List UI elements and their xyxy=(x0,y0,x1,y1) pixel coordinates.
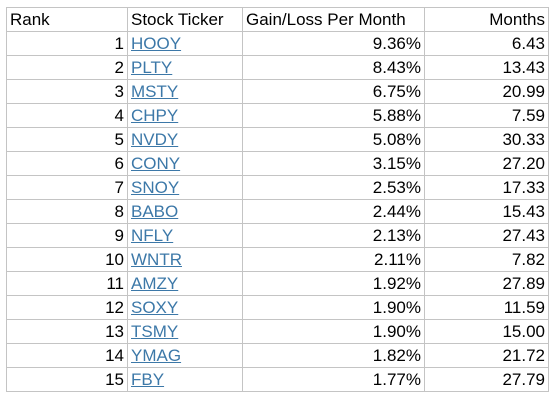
ticker-cell[interactable]: WNTR xyxy=(127,247,243,272)
ticker-cell[interactable]: TSMY xyxy=(127,319,243,344)
table-row: 4 CHPY 5.88% 7.59 xyxy=(6,103,549,128)
gain-cell[interactable]: 5.88% xyxy=(242,103,425,128)
gain-cell[interactable]: 2.53% xyxy=(242,175,425,200)
ticker-cell[interactable]: BABO xyxy=(127,199,243,224)
months-cell[interactable]: 27.79 xyxy=(424,367,549,392)
months-cell[interactable]: 27.89 xyxy=(424,271,549,296)
gain-cell[interactable]: 2.44% xyxy=(242,199,425,224)
rank-cell[interactable]: 6 xyxy=(6,151,128,176)
table-row: 8 BABO 2.44% 15.43 xyxy=(6,199,549,224)
ticker-cell[interactable]: AMZY xyxy=(127,271,243,296)
ticker-cell[interactable]: PLTY xyxy=(127,55,243,80)
rank-cell[interactable]: 8 xyxy=(6,199,128,224)
header-months[interactable]: Months xyxy=(424,7,549,32)
table-row: 13 TSMY 1.90% 15.00 xyxy=(6,319,549,344)
ticker-link[interactable]: BABO xyxy=(131,202,179,221)
ticker-link[interactable]: YMAG xyxy=(131,346,182,365)
ticker-link[interactable]: FBY xyxy=(131,370,165,389)
table-row: 6 CONY 3.15% 27.20 xyxy=(6,151,549,176)
gain-cell[interactable]: 9.36% xyxy=(242,31,425,56)
gain-cell[interactable]: 1.90% xyxy=(242,295,425,320)
months-cell[interactable]: 20.99 xyxy=(424,79,549,104)
ticker-link[interactable]: HOOY xyxy=(131,34,182,53)
table-row: 2 PLTY 8.43% 13.43 xyxy=(6,55,549,80)
rank-cell[interactable]: 1 xyxy=(6,31,128,56)
months-cell[interactable]: 21.72 xyxy=(424,343,549,368)
rank-cell[interactable]: 3 xyxy=(6,79,128,104)
months-cell[interactable]: 30.33 xyxy=(424,127,549,152)
header-gain-loss[interactable]: Gain/Loss Per Month xyxy=(242,7,425,32)
ticker-cell[interactable]: SNOY xyxy=(127,175,243,200)
months-cell[interactable]: 27.20 xyxy=(424,151,549,176)
months-cell[interactable]: 15.00 xyxy=(424,319,549,344)
gain-cell[interactable]: 1.92% xyxy=(242,271,425,296)
gain-cell[interactable]: 3.15% xyxy=(242,151,425,176)
ticker-cell[interactable]: FBY xyxy=(127,367,243,392)
ticker-cell[interactable]: HOOY xyxy=(127,31,243,56)
ticker-link[interactable]: AMZY xyxy=(131,274,179,293)
header-rank[interactable]: Rank xyxy=(6,7,128,32)
table-row: 11 AMZY 1.92% 27.89 xyxy=(6,271,549,296)
ticker-cell[interactable]: MSTY xyxy=(127,79,243,104)
rank-cell[interactable]: 10 xyxy=(6,247,128,272)
rank-cell[interactable]: 7 xyxy=(6,175,128,200)
table-row: 14 YMAG 1.82% 21.72 xyxy=(6,343,549,368)
gain-cell[interactable]: 5.08% xyxy=(242,127,425,152)
gain-cell[interactable]: 1.90% xyxy=(242,319,425,344)
rank-cell[interactable]: 2 xyxy=(6,55,128,80)
months-cell[interactable]: 15.43 xyxy=(424,199,549,224)
months-cell[interactable]: 11.59 xyxy=(424,295,549,320)
header-row: Rank Stock Ticker Gain/Loss Per Month Mo… xyxy=(6,7,549,32)
header-stock-ticker[interactable]: Stock Ticker xyxy=(127,7,243,32)
gain-cell[interactable]: 1.77% xyxy=(242,367,425,392)
ticker-link[interactable]: CHPY xyxy=(131,106,179,125)
ticker-link[interactable]: WNTR xyxy=(131,250,182,269)
ticker-cell[interactable]: CONY xyxy=(127,151,243,176)
gain-cell[interactable]: 6.75% xyxy=(242,79,425,104)
months-cell[interactable]: 6.43 xyxy=(424,31,549,56)
table-row: 15 FBY 1.77% 27.79 xyxy=(6,367,549,392)
gain-cell[interactable]: 2.13% xyxy=(242,223,425,248)
rank-cell[interactable]: 11 xyxy=(6,271,128,296)
ticker-link[interactable]: CONY xyxy=(131,154,181,173)
ticker-cell[interactable]: SOXY xyxy=(127,295,243,320)
ticker-link[interactable]: TSMY xyxy=(131,322,179,341)
table-row: 12 SOXY 1.90% 11.59 xyxy=(6,295,549,320)
months-cell[interactable]: 17.33 xyxy=(424,175,549,200)
rank-cell[interactable]: 14 xyxy=(6,343,128,368)
ticker-link[interactable]: MSTY xyxy=(131,82,179,101)
rank-cell[interactable]: 4 xyxy=(6,103,128,128)
ticker-cell[interactable]: CHPY xyxy=(127,103,243,128)
rank-cell[interactable]: 5 xyxy=(6,127,128,152)
table-row: 7 SNOY 2.53% 17.33 xyxy=(6,175,549,200)
months-cell[interactable]: 13.43 xyxy=(424,55,549,80)
table-row: 3 MSTY 6.75% 20.99 xyxy=(6,79,549,104)
table-row: 9 NFLY 2.13% 27.43 xyxy=(6,223,549,248)
ticker-link[interactable]: SOXY xyxy=(131,298,179,317)
table-row: 5 NVDY 5.08% 30.33 xyxy=(6,127,549,152)
gain-cell[interactable]: 1.82% xyxy=(242,343,425,368)
ticker-cell[interactable]: NFLY xyxy=(127,223,243,248)
months-cell[interactable]: 7.59 xyxy=(424,103,549,128)
rank-cell[interactable]: 9 xyxy=(6,223,128,248)
ticker-link[interactable]: PLTY xyxy=(131,58,173,77)
gain-cell[interactable]: 2.11% xyxy=(242,247,425,272)
ticker-cell[interactable]: YMAG xyxy=(127,343,243,368)
table-row: 1 HOOY 9.36% 6.43 xyxy=(6,31,549,56)
rank-cell[interactable]: 15 xyxy=(6,367,128,392)
rank-cell[interactable]: 12 xyxy=(6,295,128,320)
months-cell[interactable]: 27.43 xyxy=(424,223,549,248)
ticker-link[interactable]: NFLY xyxy=(131,226,174,245)
ticker-link[interactable]: SNOY xyxy=(131,178,180,197)
ticker-cell[interactable]: NVDY xyxy=(127,127,243,152)
months-cell[interactable]: 7.82 xyxy=(424,247,549,272)
ticker-link[interactable]: NVDY xyxy=(131,130,179,149)
rank-cell[interactable]: 13 xyxy=(6,319,128,344)
table-row: 10 WNTR 2.11% 7.82 xyxy=(6,247,549,272)
ranking-table: Rank Stock Ticker Gain/Loss Per Month Mo… xyxy=(6,7,549,392)
gain-cell[interactable]: 8.43% xyxy=(242,55,425,80)
